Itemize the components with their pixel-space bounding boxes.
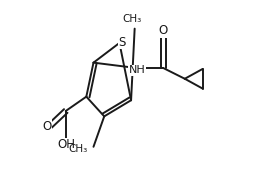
Text: S: S [118,36,125,49]
Text: CH₃: CH₃ [69,144,88,154]
Text: O: O [158,24,167,37]
Text: CH₃: CH₃ [122,14,141,24]
Text: NH: NH [129,65,145,75]
Text: OH: OH [57,139,75,151]
Text: O: O [42,120,51,133]
